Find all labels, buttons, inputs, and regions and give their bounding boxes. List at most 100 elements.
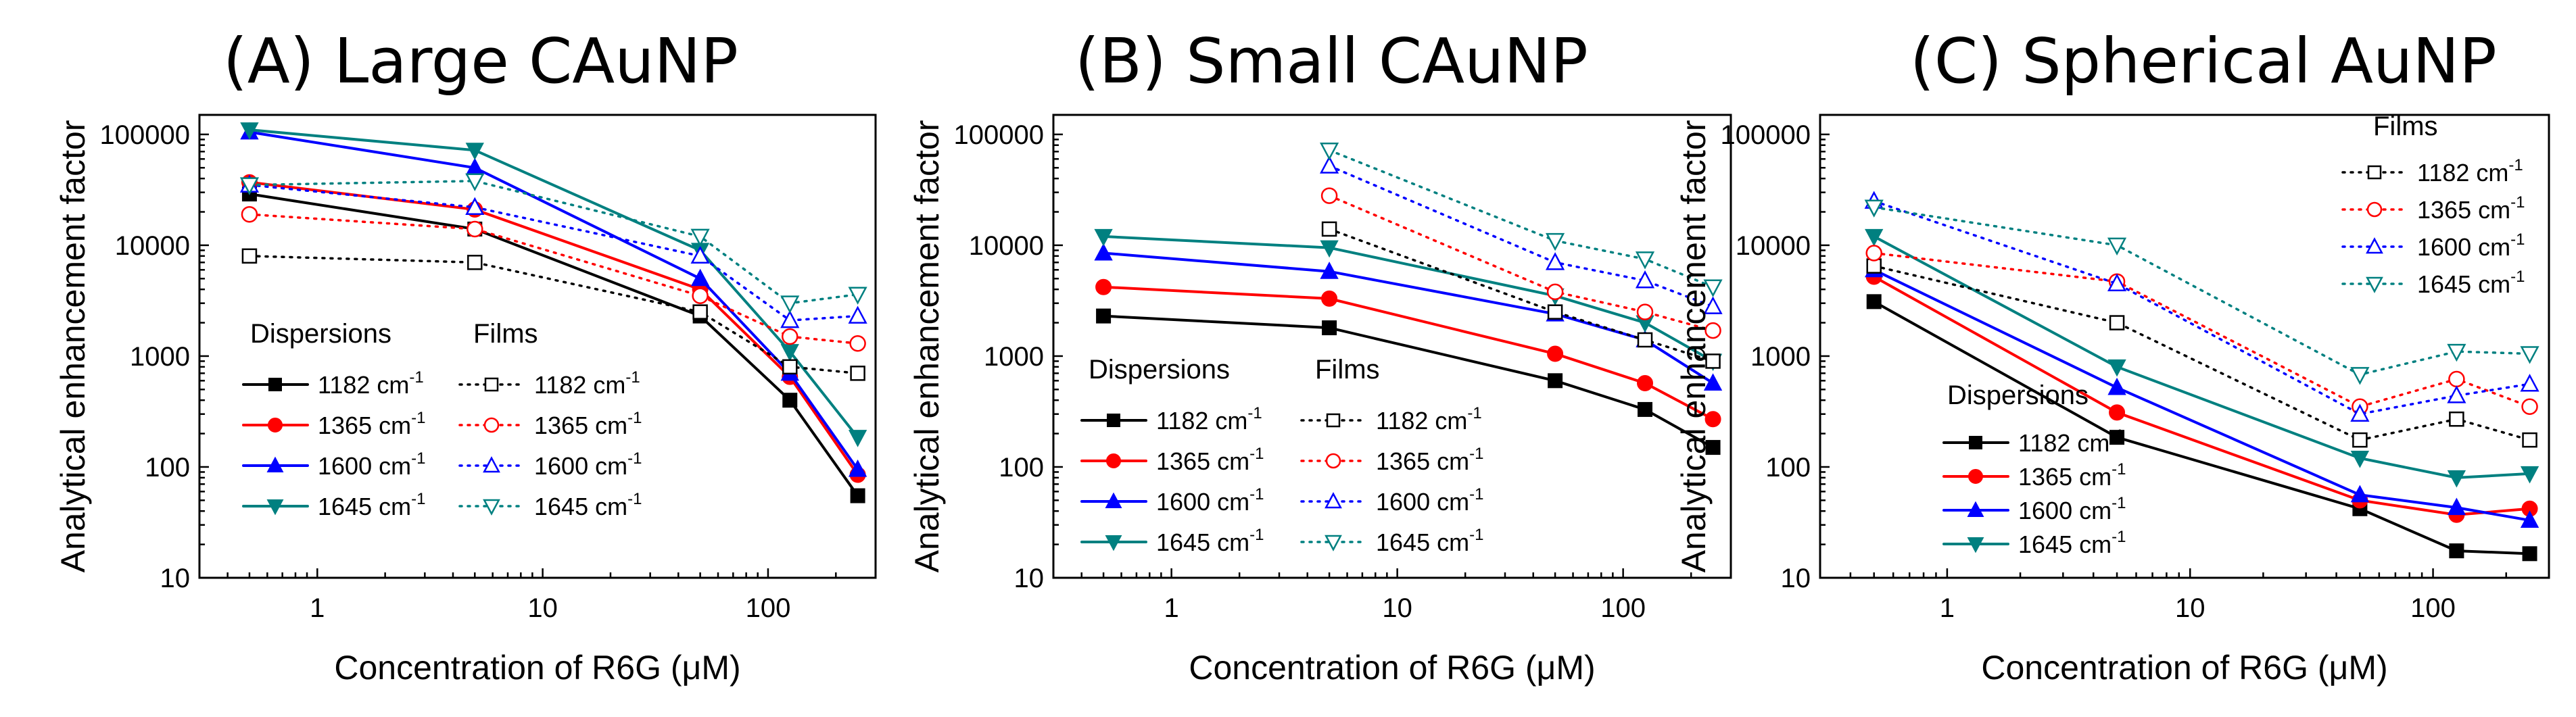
film-1365-point: [2521, 398, 2538, 415]
x-tick-label: 1: [1164, 593, 1179, 623]
film-1365-point: [1865, 245, 1882, 262]
panel-a: (A) Large CAuNP 10 100 1000 10000 100000 1 10 1…: [54, 25, 877, 687]
x-tick-label: 100: [2410, 593, 2456, 623]
dispersion-1600-point: [848, 460, 867, 477]
legend-label: 1645 cm-1: [1376, 526, 1483, 556]
film-1645-point: [1703, 279, 1723, 297]
legend-dispersions-heading: Dispersions: [1089, 355, 1230, 385]
series-group: [1094, 143, 1723, 455]
legend-marker: [2366, 201, 2383, 218]
film-1365-point: [2448, 370, 2465, 388]
x-tick-label: 10: [527, 593, 558, 623]
dispersion-1645-point: [2447, 470, 2466, 488]
film-1600-point: [1320, 155, 1339, 174]
dispersion-1600-point: [1703, 373, 1723, 391]
dispersion-1182-point: [2109, 430, 2125, 445]
film-1600-point: [2107, 273, 2127, 292]
legend-label: 1645 cm-1: [318, 490, 425, 520]
legend-label: 1182 cm-1: [2018, 426, 2124, 457]
film-1182-point: [241, 248, 258, 264]
dispersion-1645-line: [1102, 234, 1715, 363]
legend-label: 1365 cm-1: [318, 409, 425, 439]
dispersion-1182-point: [1096, 308, 1112, 324]
legend: Dispersions Films 1182 cm-1 1365 cm-1 1600 c…: [1080, 355, 1483, 556]
y-tick-label: 1000: [1750, 342, 1811, 372]
film-1182-point: [1547, 304, 1563, 320]
legend-label: 1645 cm-1: [1156, 526, 1264, 556]
y-tick-label: 100000: [100, 120, 190, 150]
film-1365-line: [1872, 251, 2531, 408]
y-tick-label: 100000: [954, 120, 1044, 150]
plot-frame: [1819, 114, 2550, 579]
y-tick-label: 1000: [984, 342, 1044, 372]
legend-marker: [2366, 237, 2383, 254]
y-axis-label: Analytical enhancement factor: [908, 120, 946, 573]
dispersion-1182-point: [1322, 320, 1337, 336]
dispersion-1645-point: [2107, 359, 2126, 377]
plot-frame: [1052, 114, 1732, 579]
legend-label: 1365 cm-1: [2417, 193, 2525, 224]
dispersion-1645-point: [465, 143, 484, 160]
legend-label: 1365 cm-1: [2018, 460, 2126, 491]
film-1600-point: [780, 310, 800, 328]
legend-label: 1365 cm-1: [1156, 445, 1264, 475]
film-1645-point: [2107, 237, 2127, 256]
film-1365-point: [1636, 303, 1654, 320]
x-axis-label: Concentration of R6G (μM): [1981, 649, 2387, 687]
legend-dispersions-heading: Dispersions: [250, 319, 391, 349]
dispersion-1645-point: [2520, 466, 2539, 484]
film-1182-point: [467, 255, 483, 270]
film-1645-point: [2447, 343, 2466, 362]
film-1365-point: [782, 328, 798, 345]
legend-label: 1645 cm-1: [2018, 528, 2126, 558]
film-1182-point: [1705, 353, 1721, 369]
film-1645-point: [690, 228, 710, 247]
film-1182-point: [692, 304, 708, 320]
legend-films-heading: Films: [2373, 112, 2438, 141]
y-tick-label: 100: [999, 453, 1044, 483]
legend-label: 1182 cm-1: [534, 368, 640, 399]
legend-marker: [483, 499, 500, 516]
legend-films-heading: Films: [473, 319, 538, 349]
dispersion-1365-point: [1704, 411, 1721, 428]
legend-label: 1182 cm-1: [1376, 404, 1482, 435]
film-1600-point: [2350, 403, 2370, 422]
y-axis-label: Analytical enhancement factor: [54, 120, 92, 573]
legend-label: 1182 cm-1: [2417, 156, 2523, 187]
film-1600-point: [848, 305, 867, 324]
legend-marker: [266, 499, 284, 516]
legend-label: 1645 cm-1: [534, 490, 642, 520]
legend-marker: [1326, 413, 1341, 428]
film-1645-point: [465, 173, 485, 191]
legend-marker: [2367, 165, 2382, 180]
series-group: [1864, 191, 2539, 562]
film-1645-point: [848, 287, 867, 305]
dispersion-1600-point: [2350, 485, 2370, 503]
y-tick-label: 10: [160, 564, 191, 593]
legend-label: 1182 cm-1: [1156, 404, 1262, 435]
film-1645-point: [780, 295, 800, 314]
legend-marker: [1107, 414, 1120, 427]
film-1365-point: [692, 287, 709, 304]
dispersion-1365-point: [1547, 345, 1564, 362]
legend-marker: [268, 418, 283, 432]
film-1645-line: [248, 180, 859, 305]
film-1365-point: [241, 205, 258, 223]
film-1182-point: [1321, 221, 1337, 237]
panel-c: (C) Spherical AuNP 10 100 1000 10000 100000 1…: [1675, 25, 2550, 687]
film-1182-point: [2449, 411, 2464, 427]
legend-marker: [1325, 535, 1342, 551]
film-1365-point: [467, 220, 483, 238]
film-1645-line: [1328, 149, 1715, 289]
film-1600-point: [2447, 385, 2466, 403]
film-1182-point: [782, 359, 798, 375]
dispersion-1600-point: [1320, 262, 1339, 279]
x-axis-label: Concentration of R6G (μM): [334, 649, 740, 687]
x-tick-label: 100: [746, 593, 791, 623]
film-1600-point: [690, 245, 710, 264]
x-tick-label: 1: [1940, 593, 1955, 623]
y-tick-label: 100000: [1721, 120, 1811, 150]
legend-label: 1600 cm-1: [534, 449, 642, 480]
